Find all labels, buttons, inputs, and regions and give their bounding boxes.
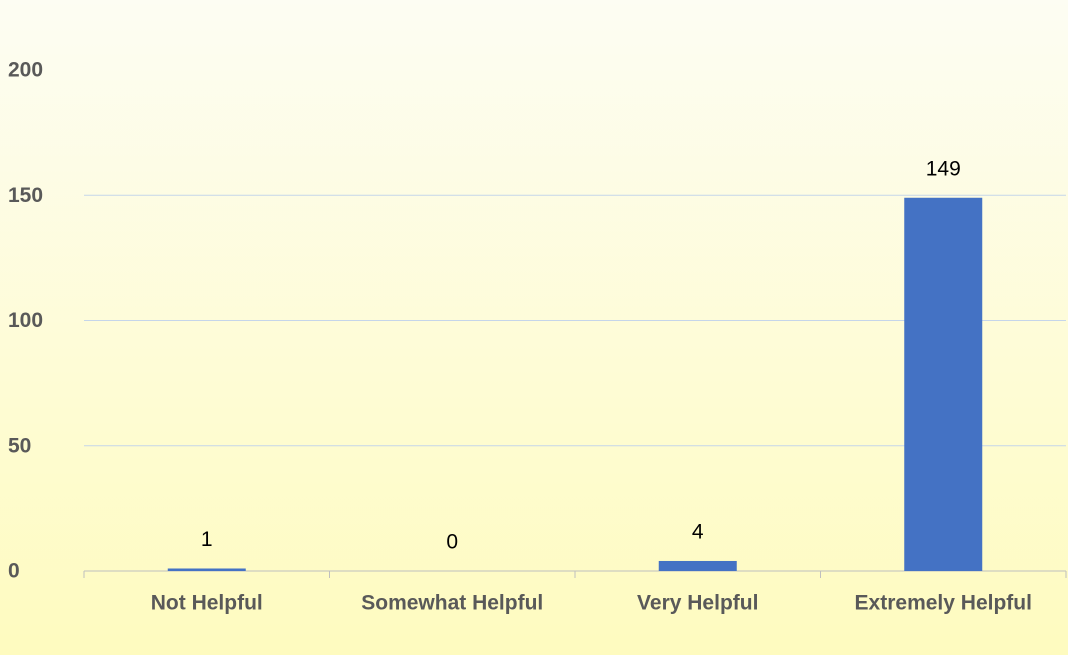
y-tick-label: 0 <box>8 560 20 583</box>
value-label: 0 <box>446 531 458 554</box>
x-tick-label: Very Helpful <box>637 592 758 615</box>
bar <box>167 568 246 571</box>
value-label: 1 <box>201 528 213 551</box>
bar <box>904 197 983 571</box>
y-tick-label: 200 <box>8 59 43 82</box>
value-label: 4 <box>692 521 704 544</box>
y-tick-label: 150 <box>8 184 43 207</box>
value-label: 149 <box>926 157 961 180</box>
x-tick-label: Extremely Helpful <box>855 592 1032 615</box>
x-tick-label: Not Helpful <box>151 592 263 615</box>
x-tick-label: Somewhat Helpful <box>361 592 543 615</box>
y-tick-label: 100 <box>8 309 43 332</box>
bar <box>658 560 737 571</box>
y-tick-label: 50 <box>8 434 31 457</box>
